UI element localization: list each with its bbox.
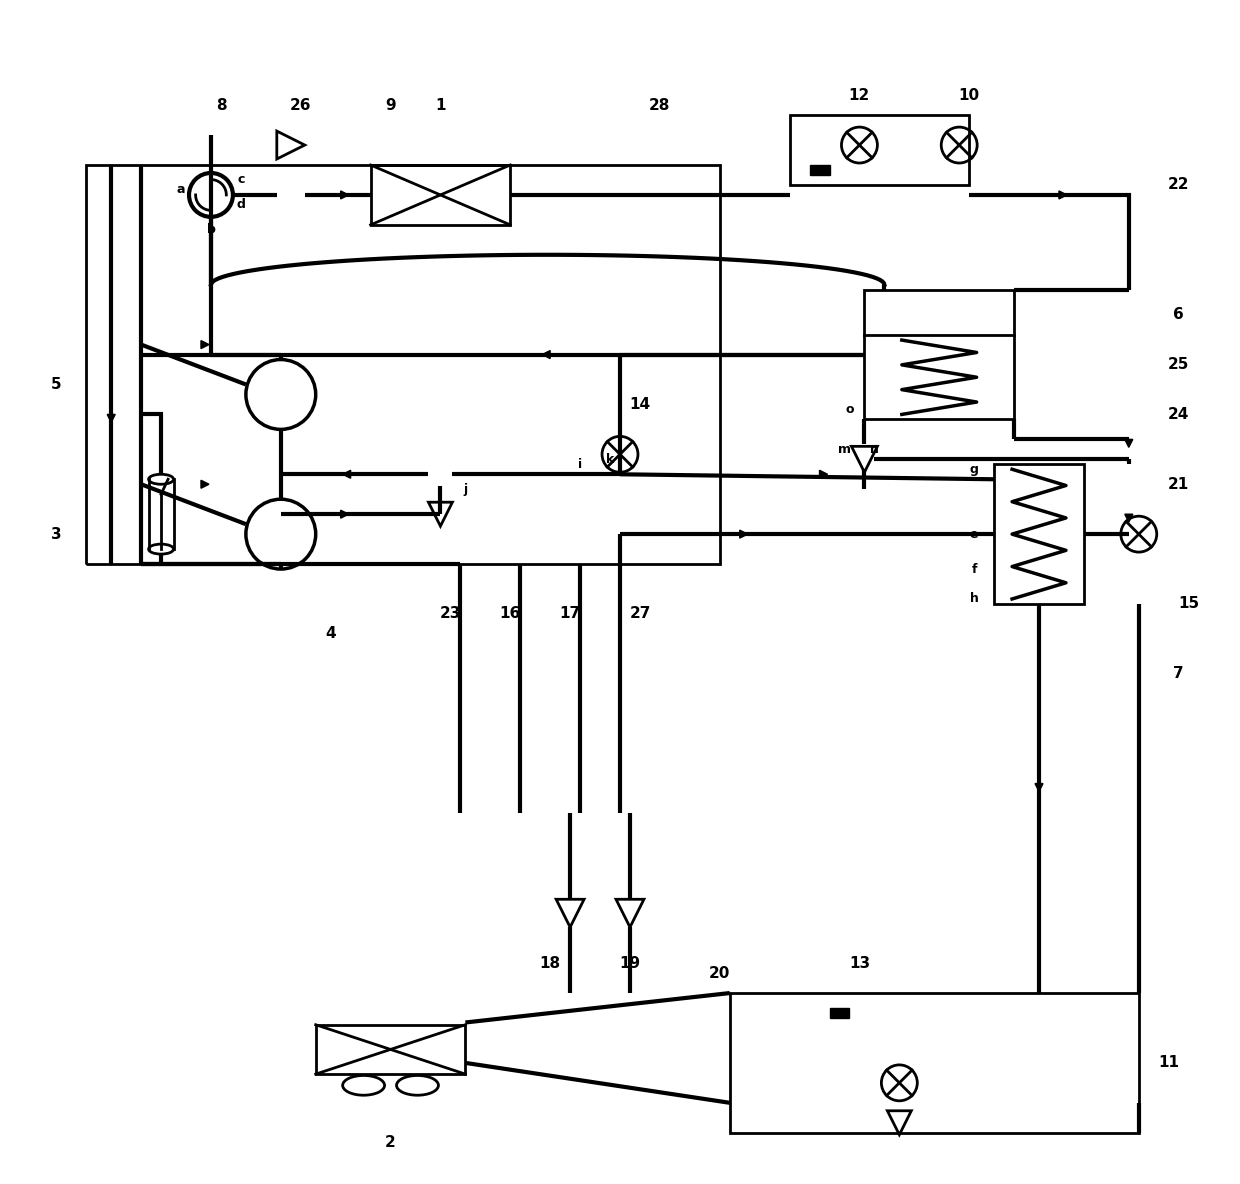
Text: 28: 28 xyxy=(650,97,671,112)
Polygon shape xyxy=(107,414,115,423)
Polygon shape xyxy=(1035,784,1043,792)
Text: 6: 6 xyxy=(1173,307,1184,322)
Text: 16: 16 xyxy=(500,606,521,622)
Text: 12: 12 xyxy=(849,88,870,103)
Text: 27: 27 xyxy=(629,606,651,622)
Text: 21: 21 xyxy=(1168,477,1189,491)
Text: h: h xyxy=(970,592,978,605)
Text: 13: 13 xyxy=(849,955,870,971)
Bar xyxy=(316,1024,465,1074)
Text: 10: 10 xyxy=(959,88,980,103)
Text: 9: 9 xyxy=(386,97,396,112)
Polygon shape xyxy=(341,510,348,519)
Polygon shape xyxy=(1125,514,1133,522)
Text: 24: 24 xyxy=(1168,407,1189,422)
Text: o: o xyxy=(846,403,853,416)
Text: 23: 23 xyxy=(440,606,461,622)
Text: m: m xyxy=(838,443,851,456)
Text: 4: 4 xyxy=(325,626,336,642)
Bar xyxy=(994,464,1084,604)
Polygon shape xyxy=(201,481,210,488)
Text: g: g xyxy=(970,463,978,476)
Bar xyxy=(371,165,510,225)
Text: c: c xyxy=(237,174,244,186)
Text: a: a xyxy=(177,184,185,197)
Polygon shape xyxy=(342,470,351,478)
Text: i: i xyxy=(578,458,582,471)
Bar xyxy=(810,165,830,175)
Text: 22: 22 xyxy=(1168,178,1189,193)
Bar xyxy=(790,115,970,185)
Text: 7: 7 xyxy=(1173,667,1184,681)
Polygon shape xyxy=(201,341,210,348)
Polygon shape xyxy=(820,470,827,478)
Text: d: d xyxy=(237,199,246,212)
Text: 1: 1 xyxy=(435,97,445,112)
Text: f: f xyxy=(971,562,977,575)
Text: 15: 15 xyxy=(1178,597,1199,611)
Text: n: n xyxy=(870,443,879,456)
Polygon shape xyxy=(341,191,348,199)
Text: j: j xyxy=(464,483,467,496)
Text: 26: 26 xyxy=(290,97,311,112)
Text: 25: 25 xyxy=(1168,358,1189,372)
Polygon shape xyxy=(1059,191,1066,199)
Text: 20: 20 xyxy=(709,966,730,980)
Text: 5: 5 xyxy=(51,377,62,392)
Bar xyxy=(730,993,1138,1133)
Text: 2: 2 xyxy=(386,1135,396,1150)
Text: b: b xyxy=(207,224,216,237)
Text: 18: 18 xyxy=(539,955,560,971)
Text: 3: 3 xyxy=(51,527,62,541)
Text: 17: 17 xyxy=(559,606,580,622)
Polygon shape xyxy=(1125,439,1133,448)
Text: 14: 14 xyxy=(630,397,651,412)
Polygon shape xyxy=(740,530,748,538)
Text: 8: 8 xyxy=(216,97,226,112)
Text: k: k xyxy=(606,452,614,465)
Text: 11: 11 xyxy=(1158,1055,1179,1070)
Text: 19: 19 xyxy=(620,955,641,971)
Bar xyxy=(830,1008,849,1018)
Polygon shape xyxy=(542,350,551,359)
Bar xyxy=(864,290,1014,419)
Text: e: e xyxy=(970,528,978,541)
